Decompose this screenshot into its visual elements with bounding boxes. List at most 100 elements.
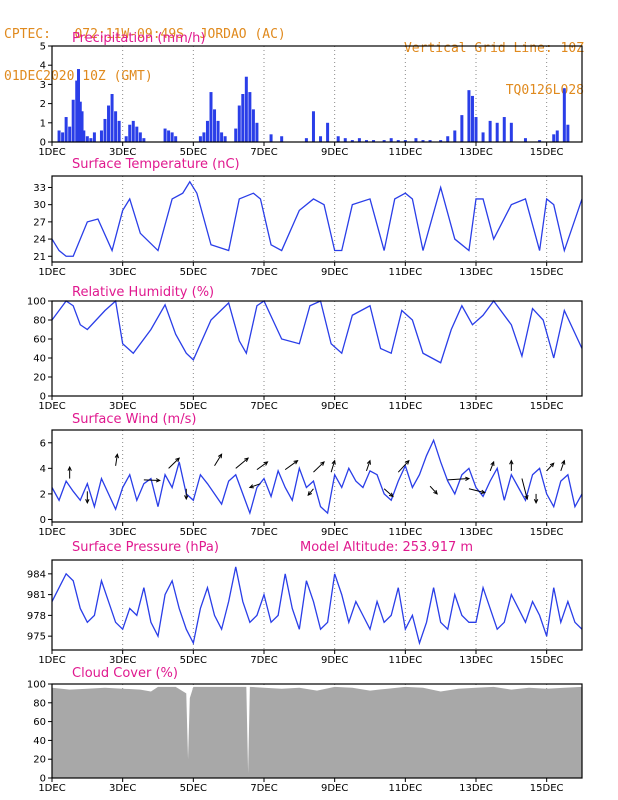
y-tick-label: 60 <box>33 335 46 346</box>
precip-bar <box>170 132 174 142</box>
y-tick-label: 978 <box>27 611 46 622</box>
y-tick-label: 0 <box>40 515 46 526</box>
wind-arrow-head <box>85 499 90 504</box>
wind-arrow-head <box>307 491 313 497</box>
station-header: CPTEC: 072:11W-09:49S JORDAO (AC) 01DEC2… <box>4 0 286 98</box>
precip-bar <box>566 124 570 142</box>
x-tick-label: 5DEC <box>180 783 207 794</box>
wind-arrow <box>429 485 438 495</box>
precip-bar <box>467 90 471 142</box>
wind-arrow-head <box>184 495 189 501</box>
x-tick-label: 7DEC <box>250 655 277 666</box>
y-tick-label: 0 <box>40 774 46 785</box>
precip-bar <box>77 69 80 142</box>
cloud-cover-area <box>52 686 582 778</box>
wind-arrow-head <box>293 459 299 465</box>
panel-frame <box>51 175 583 263</box>
precip-bar <box>502 117 506 142</box>
x-tick-label: 15DEC <box>530 655 564 666</box>
precip-bar <box>117 120 121 142</box>
panel-title: Surface Temperature (nC) <box>72 157 240 172</box>
precip-bar <box>255 122 259 142</box>
wind-arrow-head <box>155 478 161 483</box>
precip-bar <box>396 140 400 142</box>
x-tick-label: 9DEC <box>321 655 348 666</box>
panel-title: Surface Wind (m/s) <box>72 412 196 427</box>
wind-arrow-head <box>465 476 471 481</box>
precip-bar <box>470 95 474 142</box>
precip-bar <box>163 128 167 142</box>
panel-subtitle: Model Altitude: 253.917 m <box>300 540 473 555</box>
y-tick-label: 60 <box>33 717 46 728</box>
wind-arrow-head <box>366 459 371 465</box>
precip-bar <box>234 128 238 142</box>
x-tick-label: 1DEC <box>38 147 65 158</box>
precip-bar <box>474 117 478 142</box>
series-line <box>51 299 583 364</box>
precip-bar <box>174 136 178 142</box>
precip-bar <box>135 126 139 142</box>
wind-arrow-head <box>433 489 438 495</box>
precip-bar <box>389 138 393 142</box>
x-tick-label: 3DEC <box>109 147 136 158</box>
precip-bar <box>216 120 220 142</box>
precip-bar <box>209 92 213 142</box>
wind-arrow-head <box>509 459 514 465</box>
wind-arrow-head <box>524 494 529 501</box>
precip-bar <box>555 130 559 142</box>
station-line: CPTEC: 072:11W-09:49S JORDAO (AC) <box>4 27 286 42</box>
precip-bar <box>198 136 202 142</box>
x-tick-label: 7DEC <box>250 783 277 794</box>
x-tick-label: 9DEC <box>321 147 348 158</box>
x-tick-label: 15DEC <box>530 267 564 278</box>
y-tick-label: 2 <box>40 99 46 110</box>
precip-bar <box>562 88 566 142</box>
y-tick-label: 100 <box>27 680 46 691</box>
x-tick-label: 9DEC <box>321 267 348 278</box>
y-tick-label: 1 <box>40 118 46 129</box>
x-tick-label: 5DEC <box>180 401 207 412</box>
x-tick-label: 7DEC <box>250 527 277 538</box>
wind-arrow <box>115 454 118 466</box>
precip-bar <box>61 132 65 142</box>
y-tick-label: 24 <box>33 235 46 246</box>
x-tick-label: 11DEC <box>388 783 422 794</box>
precip-bar <box>64 117 68 142</box>
wind-arrow-head <box>248 484 254 489</box>
precip-bar <box>248 92 252 142</box>
wind-arrow-head <box>114 453 120 459</box>
y-tick-label: 0 <box>40 392 46 403</box>
x-tick-label: 3DEC <box>109 783 136 794</box>
precip-bar <box>403 140 407 142</box>
wind-arrow-head <box>244 457 249 462</box>
precip-bar <box>131 120 135 142</box>
panel-frame <box>51 559 583 651</box>
x-tick-label: 11DEC <box>388 527 422 538</box>
panel-title: Cloud Cover (%) <box>72 666 178 681</box>
precip-bar <box>128 124 132 142</box>
wind-arrow-head <box>320 461 325 466</box>
precip-bar <box>357 138 361 142</box>
series-line <box>51 566 583 646</box>
x-tick-label: 15DEC <box>530 527 564 538</box>
wind-arrow-head <box>533 499 539 504</box>
x-tick-label: 3DEC <box>109 527 136 538</box>
precip-bar <box>237 105 241 142</box>
wind-arrow-head <box>480 489 486 494</box>
y-tick-label: 4 <box>40 61 46 72</box>
precip-bar <box>85 136 89 142</box>
wind-arrow <box>214 454 223 467</box>
precip-bar <box>460 115 464 142</box>
wind-arrow <box>383 488 394 497</box>
y-tick-label: 981 <box>27 590 46 601</box>
y-tick-label: 21 <box>33 252 46 263</box>
x-tick-label: 9DEC <box>321 527 348 538</box>
x-tick-label: 11DEC <box>388 401 422 412</box>
x-tick-label: 3DEC <box>109 267 136 278</box>
precip-bar <box>488 120 492 142</box>
x-tick-label: 13DEC <box>459 783 493 794</box>
wind-arrow-head <box>561 459 566 465</box>
precip-bar <box>336 136 340 142</box>
precip-bar <box>251 109 255 142</box>
y-tick-label: 40 <box>33 736 46 747</box>
